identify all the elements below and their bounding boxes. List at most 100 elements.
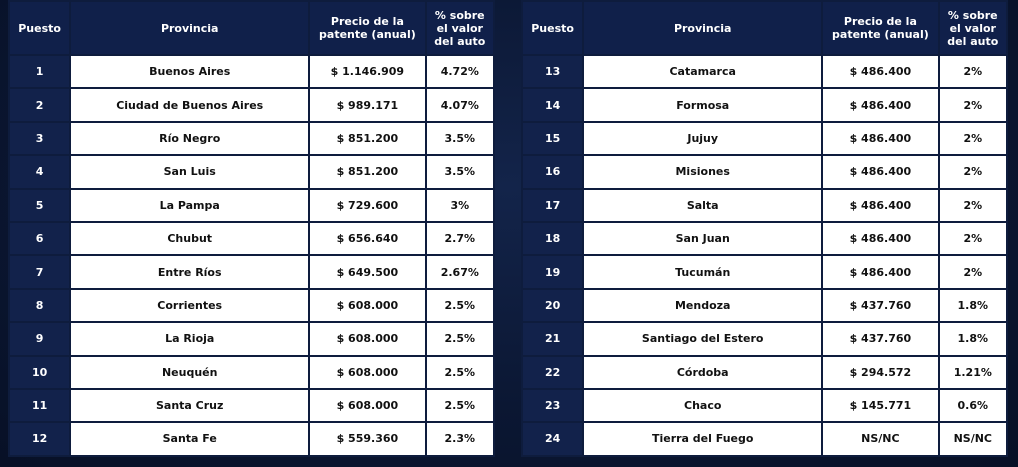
price-cell: $ 608.000 xyxy=(310,323,425,355)
rank-cell: 7 xyxy=(10,256,70,288)
rank-cell: 8 xyxy=(10,289,70,322)
table-row: 10 Neuquén $ 608.000 2.5% xyxy=(10,356,493,388)
table-row: 4 San Luis $ 851.200 3.5% xyxy=(10,156,493,188)
table-row: 18 San Juan $ 486.400 2% xyxy=(523,222,1006,255)
price-cell: $ 851.200 xyxy=(310,156,425,188)
rank-cell: 21 xyxy=(523,323,583,355)
province-cell: Córdoba xyxy=(584,356,822,388)
table-row: 11 Santa Cruz $ 608.000 2.5% xyxy=(10,389,493,422)
rank-cell: 5 xyxy=(10,189,70,221)
rank-cell: 14 xyxy=(523,89,583,121)
rank-cell: 4 xyxy=(10,156,70,188)
pct-cell: 4.72% xyxy=(426,56,493,88)
rank-cell: 22 xyxy=(523,356,583,388)
header-rank: Puesto xyxy=(523,2,583,54)
rank-cell: 6 xyxy=(10,222,70,255)
province-cell: Tierra del Fuego xyxy=(584,423,822,455)
pct-cell: 2% xyxy=(939,122,1006,155)
province-cell: Santiago del Estero xyxy=(584,323,822,355)
province-cell: Misiones xyxy=(584,156,822,188)
table-row: 17 Salta $ 486.400 2% xyxy=(523,189,1006,221)
table-row: 21 Santiago del Estero $ 437.760 1.8% xyxy=(523,323,1006,355)
price-cell: $ 656.640 xyxy=(310,222,425,255)
pct-cell: 3.5% xyxy=(426,122,493,155)
header-rank: Puesto xyxy=(10,2,70,54)
pct-cell: 2% xyxy=(939,56,1006,88)
pct-cell: 2.3% xyxy=(426,423,493,455)
rank-cell: 24 xyxy=(523,423,583,455)
rank-cell: 20 xyxy=(523,289,583,322)
province-cell: Catamarca xyxy=(584,56,822,88)
rank-cell: 12 xyxy=(10,423,70,455)
price-cell: $ 486.400 xyxy=(823,156,938,188)
province-cell: Río Negro xyxy=(71,122,309,155)
pct-cell: 2.5% xyxy=(426,389,493,422)
province-cell: Chubut xyxy=(71,222,309,255)
province-cell: Corrientes xyxy=(71,289,309,322)
price-cell: $ 486.400 xyxy=(823,56,938,88)
header-province: Provincia xyxy=(584,2,822,54)
province-cell: La Pampa xyxy=(71,189,309,221)
price-cell: $ 486.400 xyxy=(823,256,938,288)
price-cell: $ 486.400 xyxy=(823,122,938,155)
pct-cell: 3.5% xyxy=(426,156,493,188)
rank-cell: 15 xyxy=(523,122,583,155)
province-cell: Salta xyxy=(584,189,822,221)
province-cell: Santa Fe xyxy=(71,423,309,455)
table-row: 1 Buenos Aires $ 1.146.909 4.72% xyxy=(10,56,493,88)
table-body-right: 13 Catamarca $ 486.400 2% 14 Formosa $ 486.400… xyxy=(523,56,1006,455)
province-cell: Tucumán xyxy=(584,256,822,288)
header-pct: % sobre el valor del auto xyxy=(426,2,493,54)
province-cell: Mendoza xyxy=(584,289,822,322)
rank-cell: 17 xyxy=(523,189,583,221)
price-cell: $ 486.400 xyxy=(823,189,938,221)
province-cell: Santa Cruz xyxy=(71,389,309,422)
price-cell: $ 294.572 xyxy=(823,356,938,388)
price-cell: $ 851.200 xyxy=(310,122,425,155)
province-cell: Chaco xyxy=(584,389,822,422)
rank-cell: 2 xyxy=(10,89,70,121)
province-cell: Entre Ríos xyxy=(71,256,309,288)
rank-cell: 16 xyxy=(523,156,583,188)
header-province: Provincia xyxy=(71,2,309,54)
pct-cell: 2% xyxy=(939,89,1006,121)
pct-cell: 0.6% xyxy=(939,389,1006,422)
table-row: 7 Entre Ríos $ 649.500 2.67% xyxy=(10,256,493,288)
header-pct: % sobre el valor del auto xyxy=(939,2,1006,54)
rank-cell: 10 xyxy=(10,356,70,388)
province-cell: La Rioja xyxy=(71,323,309,355)
province-cell: Neuquén xyxy=(71,356,309,388)
price-cell: $ 729.600 xyxy=(310,189,425,221)
pct-cell: 4.07% xyxy=(426,89,493,121)
price-cell: $ 437.760 xyxy=(823,323,938,355)
province-cell: Jujuy xyxy=(584,122,822,155)
table-row: 24 Tierra del Fuego NS/NC NS/NC xyxy=(523,423,1006,455)
header-price: Precio de la patente (anual) xyxy=(823,2,938,54)
table-row: 9 La Rioja $ 608.000 2.5% xyxy=(10,323,493,355)
table-row: 22 Córdoba $ 294.572 1.21% xyxy=(523,356,1006,388)
price-cell: $ 437.760 xyxy=(823,289,938,322)
pct-cell: 2.7% xyxy=(426,222,493,255)
rank-cell: 11 xyxy=(10,389,70,422)
ranking-table-right: Puesto Provincia Precio de la patente (a… xyxy=(521,0,1008,460)
price-cell: $ 145.771 xyxy=(823,389,938,422)
table-row: 8 Corrientes $ 608.000 2.5% xyxy=(10,289,493,322)
price-cell: $ 1.146.909 xyxy=(310,56,425,88)
province-cell: Formosa xyxy=(584,89,822,121)
header-price: Precio de la patente (anual) xyxy=(310,2,425,54)
table-header-row: Puesto Provincia Precio de la patente (a… xyxy=(523,2,1006,54)
table-row: 6 Chubut $ 656.640 2.7% xyxy=(10,222,493,255)
pct-cell: 2.5% xyxy=(426,289,493,322)
pct-cell: 2% xyxy=(939,222,1006,255)
price-cell: $ 649.500 xyxy=(310,256,425,288)
table-row: 16 Misiones $ 486.400 2% xyxy=(523,156,1006,188)
table-row: 15 Jujuy $ 486.400 2% xyxy=(523,122,1006,155)
table-row: 23 Chaco $ 145.771 0.6% xyxy=(523,389,1006,422)
pct-cell: 2.5% xyxy=(426,323,493,355)
pct-cell: 3% xyxy=(426,189,493,221)
province-cell: San Juan xyxy=(584,222,822,255)
table-left: Puesto Provincia Precio de la patente (a… xyxy=(8,0,495,457)
province-cell: Buenos Aires xyxy=(71,56,309,88)
price-cell: $ 486.400 xyxy=(823,89,938,121)
table-row: 14 Formosa $ 486.400 2% xyxy=(523,89,1006,121)
